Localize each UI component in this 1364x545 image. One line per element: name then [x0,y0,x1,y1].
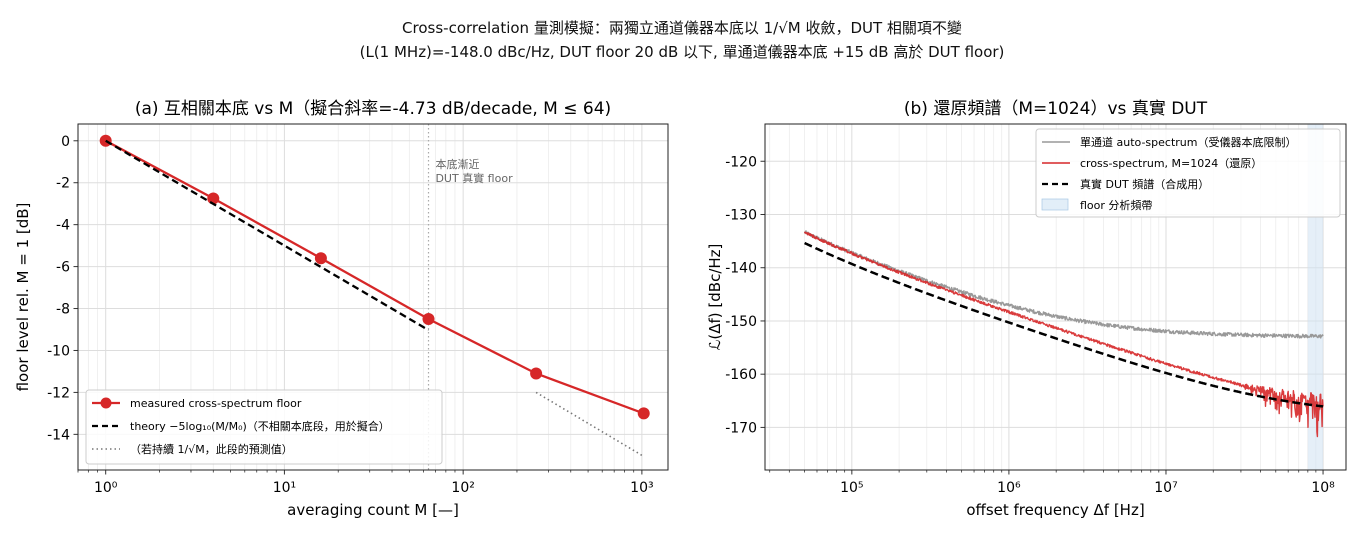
panel-b-series-1-line [803,231,1324,438]
panel-b-axes-frame [764,123,1347,471]
panel-b-y-tick-label: -120 [725,154,757,170]
panel-a-y-tick-label: -8 [56,302,70,318]
panel-a-legend-label: （若持續 1/√M，此段的預測值） [130,442,293,456]
panel-b-x-tick-label: 10⁸ [1311,480,1335,496]
panel-b-y-tick-label: -130 [725,207,757,223]
panel-a-annotation-line1: 本底漸近 [435,157,479,171]
panel-a-y-tick-label: -10 [47,343,70,359]
panel-a-y-tick-label: -14 [47,427,70,443]
figure-suptitle-line1: Cross-correlation 量測模擬：兩獨立通道儀器本底以 1/√M 收… [402,19,962,37]
panel-a-y-tick-label: -12 [47,385,70,401]
panel-a-data-point [207,192,220,205]
figure-suptitle-line2: (L(1 MHz)=-148.0 dBc/Hz, DUT floor 20 dB… [359,43,1005,61]
panel-b-x-tick-label: 10⁵ [840,480,863,496]
panel-b-y-tick-label: -160 [725,367,757,383]
panel-a-data-point [422,313,435,326]
panel-a-data-point [99,134,112,147]
panel-b-x-tick-label: 10⁶ [997,480,1021,496]
panel-a-x-tick-label: 10² [451,480,474,496]
panel-b-legend-label: cross-spectrum, M=1024（還原） [1080,157,1262,170]
panel-a-legend-label: measured cross-spectrum floor [130,397,302,410]
panel-a-data-point [314,252,327,265]
panel-b-y-tick-label: -140 [725,261,757,277]
panel-a-series-2-line [535,391,645,458]
panel-a-x-tick-label: 10³ [630,480,653,496]
panel-a-y-tick-label: -2 [56,176,70,192]
panel-b-legend: 單通道 auto-spectrum（受儀器本底限制） cross-spectrum… [1035,128,1341,218]
panel-a-x-tick-label: 10¹ [273,480,296,496]
panel-a-annotation-line2: DUT 真實 floor [435,171,513,185]
panel-a-x-tick-label: 10⁰ [94,480,118,496]
panel-a-legend-marker [100,397,112,409]
panel-b-legend-label: 單通道 auto-spectrum（受儀器本底限制） [1080,135,1296,149]
panel-a-y-tick-label: -4 [56,218,70,234]
panel-a-y-axis-label: floor level rel. M = 1 [dB] [14,203,32,392]
panel-a-series-0-line [105,139,645,415]
panel-a-y-tick-label: -6 [56,260,70,276]
panel-a-x-axis-label: averaging count M [—] [287,501,459,519]
panel-b-y-tick-label: -150 [725,314,757,330]
panel-a-data-point [637,407,650,420]
panel-b: 10⁵ 10⁶ 10⁷ 10⁸ -120 -130 -140 -150 -160 -170 (b) … [706,99,1347,519]
panel-b-legend-label: floor 分析頻帶 [1080,198,1152,212]
panel-b-series-0-line [803,230,1324,339]
panel-a-legend-box [85,389,443,465]
panel-b-title: (b) 還原頻譜（M=1024）vs 真實 DUT [904,99,1208,119]
panel-b-x-axis-label: offset frequency Δf [Hz] [966,501,1144,519]
panel-b-series-2-line [803,241,1324,408]
panel-a-legend-label: theory −5log₁₀(M/M₀)（不相關本底段，用於擬合） [130,419,390,433]
panel-b-legend-swatch [1041,198,1069,211]
panel-b-y-tick-label: -170 [725,420,757,436]
panel-a-axes-frame [77,123,669,471]
panel-a-title: (a) 互相關本底 vs M（擬合斜率=-4.73 dB/decade, M ≤… [135,99,611,119]
panel-a-series-1-line [105,139,430,332]
panel-a-data-point [530,367,543,380]
panel-a-legend: measured cross-spectrum floor theory −5lo… [85,389,443,465]
panel-b-legend-label: 真實 DUT 頻譜（合成用） [1080,177,1209,191]
panel-b-y-axis-label: ℒ(Δf) [dBc/Hz] [706,244,724,351]
panel-b-legend-box [1035,128,1341,218]
panel-a-y-tick-label: 0 [61,134,70,150]
panel-b-x-tick-label: 10⁷ [1154,480,1177,496]
